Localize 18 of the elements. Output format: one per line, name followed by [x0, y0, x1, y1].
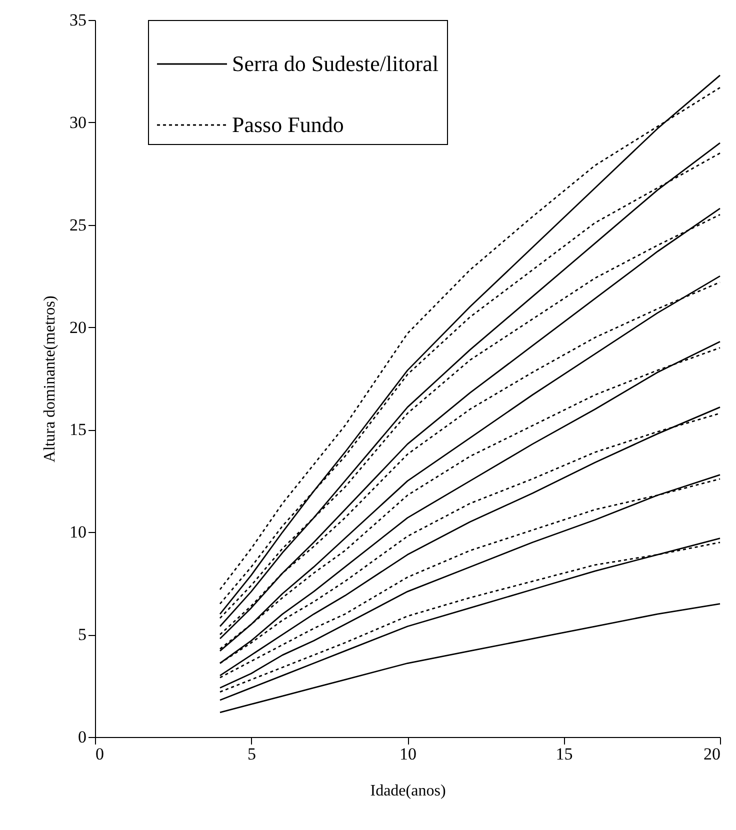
y-tick-label: 10: [70, 522, 86, 542]
y-tick-label: 0: [78, 728, 86, 746]
line-series: [219, 603, 721, 714]
legend-label: Serra do Sudeste/litoral: [232, 51, 439, 76]
x-tick-label: 10: [400, 744, 416, 764]
y-tick-label: 20: [70, 318, 86, 337]
y-tick-label: 35: [70, 10, 86, 30]
y-tick-label: 25: [70, 215, 86, 234]
y-tick-label: 30: [70, 112, 86, 132]
y-tick-label: 5: [78, 625, 86, 644]
y-axis-title: Altura dominante(metros): [42, 296, 58, 462]
x-tick-label: 15: [556, 744, 573, 764]
x-tick-label: 0: [96, 744, 104, 764]
y-tick-label: 15: [70, 420, 86, 440]
x-tick-label: 5: [248, 744, 256, 764]
x-tick-label: 20: [704, 744, 720, 764]
x-axis-title: Idade(anos): [370, 782, 446, 800]
legend-label: Passo Fundo: [232, 112, 344, 137]
